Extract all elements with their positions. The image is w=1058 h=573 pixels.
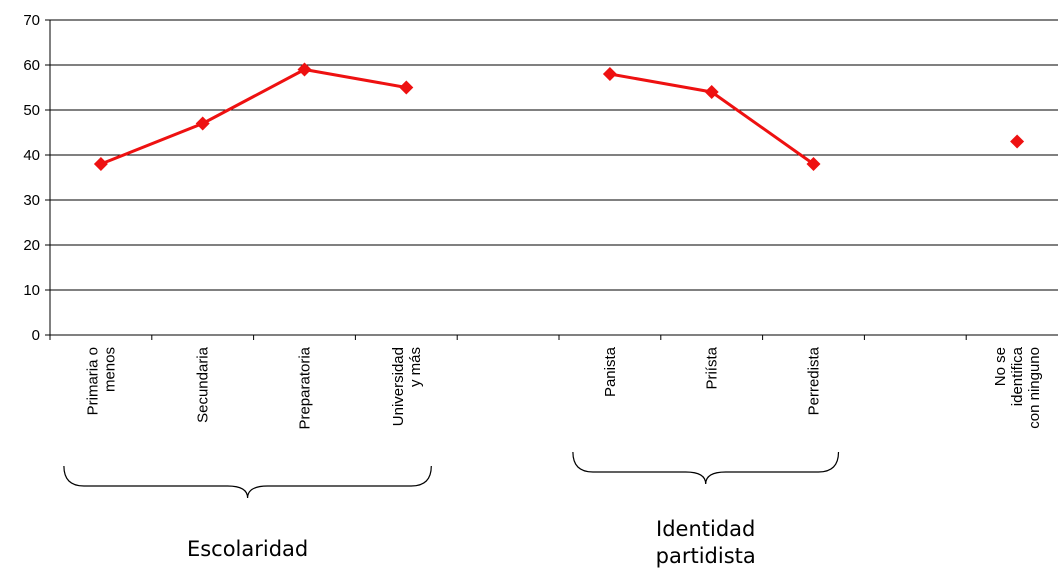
y-tick-label: 10 (23, 282, 40, 299)
category-label: Primaria o menos (84, 347, 118, 415)
data-point (93, 157, 108, 171)
y-tick-label: 30 (23, 192, 40, 209)
category-label-line: y más (407, 347, 424, 387)
category-label: Universidad y más (390, 347, 424, 426)
data-point (704, 85, 719, 99)
category-label: Panista (602, 346, 619, 397)
group-label: Escolaridad (187, 537, 308, 561)
group-braces: Escolaridad Identidad partidista (63, 451, 840, 568)
y-tick-label: 40 (23, 147, 40, 164)
curly-brace (572, 451, 840, 485)
y-tick-label: 70 (23, 12, 40, 29)
category-label: Preparatoria (297, 346, 314, 429)
category-label-line: No se (992, 347, 1009, 386)
category-label-line: Panista (602, 346, 619, 397)
category-label-line: con ninguno (1026, 347, 1043, 429)
category-label-line: Priísta (704, 346, 721, 389)
group-label: partidista (656, 544, 756, 568)
gridlines (50, 19, 1058, 291)
y-tick-label: 60 (23, 57, 40, 74)
y-tick-label: 50 (23, 102, 40, 119)
series-line (100, 68, 815, 166)
y-tick-label: 0 (32, 327, 40, 344)
data-point (195, 116, 210, 131)
category-label-line: identifica (1009, 346, 1026, 406)
data-point (806, 157, 821, 171)
category-label-line: Preparatoria (297, 346, 314, 429)
x-axis-ticks (151, 335, 967, 340)
category-label: Secundaria (195, 346, 212, 423)
curly-brace (63, 465, 432, 499)
category-labels: Primaria o menos Secundaria Preparatoria Uni… (84, 346, 1043, 429)
y-tick-label: 20 (23, 237, 40, 254)
category-label: No se identifica con ninguno (992, 346, 1043, 428)
category-label-line: Secundaria (195, 346, 212, 423)
category-label: Priísta (704, 346, 721, 389)
data-point (602, 67, 617, 81)
category-label-line: menos (101, 347, 118, 392)
y-axis-ticks: 0 10 20 30 40 50 60 70 (23, 12, 50, 344)
category-label-line: Primaria o (84, 347, 101, 415)
category-label-line: Perredista (806, 346, 823, 415)
series-markers (93, 62, 1025, 171)
data-point (1010, 134, 1025, 149)
data-point (399, 80, 414, 95)
axes (49, 20, 1058, 340)
series-line-segment (100, 68, 407, 166)
category-label-line: Universidad (390, 347, 407, 426)
group-label: Identidad (656, 517, 755, 541)
data-point (297, 62, 312, 77)
category-label: Perredista (806, 346, 823, 415)
